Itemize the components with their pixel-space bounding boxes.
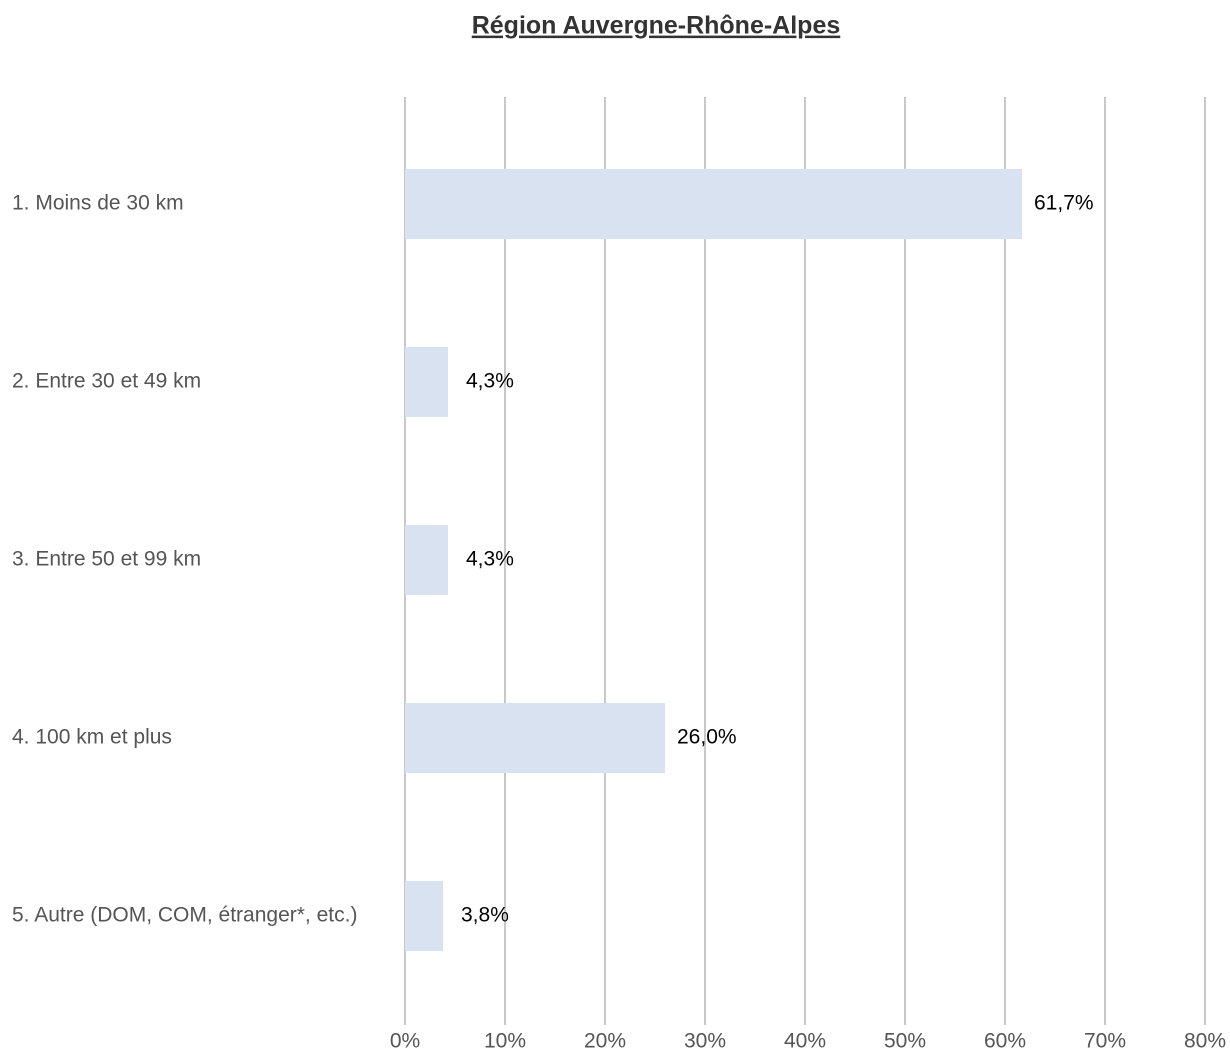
category-label: 1. Moins de 30 km <box>12 192 184 215</box>
value-label: 4,3% <box>466 548 514 571</box>
value-label: 26,0% <box>677 726 737 749</box>
category-label: 2. Entre 30 et 49 km <box>12 370 201 393</box>
x-tick-label: 10% <box>484 1030 526 1052</box>
x-tick-label: 40% <box>784 1030 826 1052</box>
x-tick-label: 20% <box>584 1030 626 1052</box>
value-label: 3,8% <box>461 904 509 927</box>
bar <box>405 169 1022 239</box>
bar <box>405 703 665 773</box>
category-label: 3. Entre 50 et 99 km <box>12 548 201 571</box>
x-tick-label: 30% <box>684 1030 726 1052</box>
x-tick-label: 0% <box>390 1030 420 1052</box>
category-label: 5. Autre (DOM, COM, étranger*, etc.) <box>12 904 357 927</box>
value-label: 4,3% <box>466 370 514 393</box>
chart-title: Région Auvergne-Rhône-Alpes <box>472 12 841 40</box>
x-tick-label: 50% <box>884 1030 926 1052</box>
x-tick-label: 70% <box>1084 1030 1126 1052</box>
bar <box>405 881 443 951</box>
x-tick-label: 80% <box>1184 1030 1226 1052</box>
category-label: 4. 100 km et plus <box>12 726 172 749</box>
bar <box>405 525 448 595</box>
value-label: 61,7% <box>1034 192 1094 215</box>
bar <box>405 347 448 417</box>
x-tick-label: 60% <box>984 1030 1026 1052</box>
